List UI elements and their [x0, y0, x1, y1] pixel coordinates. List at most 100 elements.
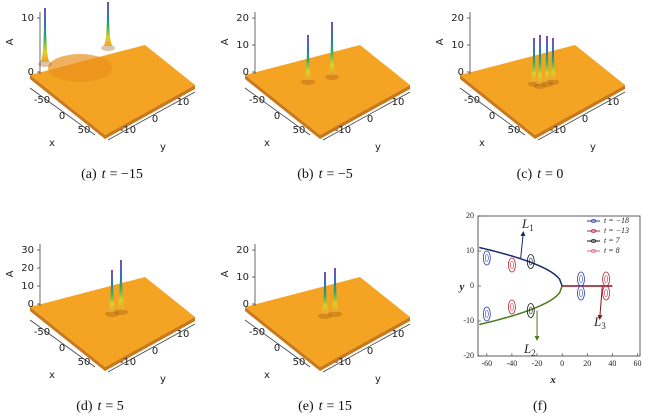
caption-label: (c): [517, 167, 533, 182]
y-tick-label: 0: [367, 114, 373, 125]
peak-shadow: [105, 311, 119, 317]
caption-value: = 0: [545, 167, 563, 182]
x-tick-label: 50: [293, 357, 306, 368]
legend-label: t = 7: [604, 236, 621, 245]
caption-value: = −5: [326, 167, 352, 182]
x-tick-label: 50: [508, 125, 521, 136]
caption-variable: t: [102, 167, 107, 182]
surface-side: [30, 75, 195, 139]
x-axis: [459, 87, 526, 136]
y-tick-label: 0: [152, 114, 158, 125]
contour-inner: [484, 310, 489, 318]
trajectory-lower: [479, 285, 563, 326]
z-axis-label: A: [5, 38, 16, 45]
contour: [508, 299, 516, 315]
z-tick-label: 0: [243, 299, 249, 310]
contour-inner: [579, 275, 583, 283]
x-tick-label: -50: [249, 95, 265, 106]
contour: [577, 271, 585, 287]
contour-inner: [604, 275, 608, 283]
y-tick-label: -10: [335, 357, 351, 368]
y-tick-label: 0: [470, 281, 474, 290]
contour-inner: [528, 257, 533, 266]
contour-inner: [484, 254, 489, 262]
surface-ridge: [48, 54, 112, 82]
surface-plane: [245, 45, 410, 135]
contour-inner: [510, 261, 514, 269]
annotation: L3: [593, 314, 606, 331]
x-axis-label: x: [479, 138, 485, 149]
peak: [40, 8, 50, 62]
y-axis-label: y: [160, 374, 166, 385]
x-tick-label: 0: [59, 343, 65, 354]
surface-side: [245, 307, 410, 371]
z-tick-label: 20: [236, 13, 249, 24]
x-tick-label: -40: [507, 359, 518, 368]
z-axis-label: A: [5, 270, 16, 277]
peak-shadow: [325, 74, 339, 80]
surface-side: [460, 75, 625, 139]
x-tick-label: -50: [464, 95, 480, 106]
z-tick-label: 10: [451, 40, 464, 51]
y-axis: [107, 91, 196, 141]
z-axis-label: A: [220, 38, 231, 45]
peak-shadow: [541, 81, 553, 87]
y-tick-label: 10: [466, 246, 474, 255]
x-tick-label: -60: [481, 359, 492, 368]
surface-side: [30, 307, 195, 371]
annotation-subscript: 3: [601, 321, 606, 331]
surface-plane: [245, 277, 410, 367]
x-tick-label: -50: [34, 327, 50, 338]
contour-inner: [604, 289, 608, 297]
x-tick-label: 0: [274, 111, 280, 122]
contour: [602, 271, 610, 287]
y-axis-label: y: [375, 374, 381, 385]
peak-shadow: [534, 83, 546, 89]
z-tick-label: 0: [458, 67, 464, 78]
y-axis-label: y: [160, 142, 166, 153]
trajectory-upper: [479, 246, 563, 287]
x-tick-label: 40: [608, 359, 616, 368]
caption: (f): [533, 399, 547, 414]
x-axis: [244, 87, 311, 136]
peak-shadow: [547, 79, 559, 85]
y-axis-label: y: [375, 142, 381, 153]
legend-label: t = 8: [604, 246, 620, 255]
annotation-letter: L: [593, 314, 601, 329]
surface-plot: 0 10 20 30 A -50 0 50 x -10 0 10 y: [5, 244, 196, 385]
x-axis-label: x: [264, 138, 270, 149]
x-tick-label: 0: [489, 111, 495, 122]
surface-plot: 0 10 20 A -50 0 50 x -10 0 10 y: [220, 12, 411, 153]
peak: [107, 270, 117, 312]
z-axis-label: A: [435, 38, 446, 45]
peak: [543, 36, 551, 82]
legend-label: t = −13: [604, 226, 629, 235]
caption-label: (d): [76, 399, 93, 414]
caption-variable: t: [319, 167, 324, 182]
x-axis-label: x: [549, 374, 556, 386]
caption-label: (a): [81, 167, 97, 182]
peak: [116, 260, 126, 310]
y-tick-label: 20: [466, 211, 474, 220]
peak-shadow: [318, 313, 332, 319]
legend-label: t = −18: [604, 216, 629, 225]
peak-shadow: [328, 311, 342, 317]
y-tick-label: 0: [152, 346, 158, 357]
peak-shadow: [101, 45, 115, 51]
annotation-arrow: [520, 231, 526, 259]
peak: [549, 38, 557, 80]
x-tick-label: -50: [34, 95, 50, 106]
y-tick-label: -10: [550, 125, 566, 136]
caption: (b) t = −5: [297, 167, 353, 182]
x-tick-label: 50: [78, 357, 91, 368]
caption: (c) t = 0: [517, 167, 564, 182]
peak: [530, 38, 538, 82]
caption-label: (e): [298, 399, 314, 414]
surface-plane: [460, 45, 625, 135]
caption-value: = 15: [327, 399, 352, 414]
x-axis-label: x: [49, 138, 55, 149]
contour: [526, 303, 535, 318]
contour: [482, 250, 491, 266]
y-tick-label: 10: [392, 329, 405, 340]
